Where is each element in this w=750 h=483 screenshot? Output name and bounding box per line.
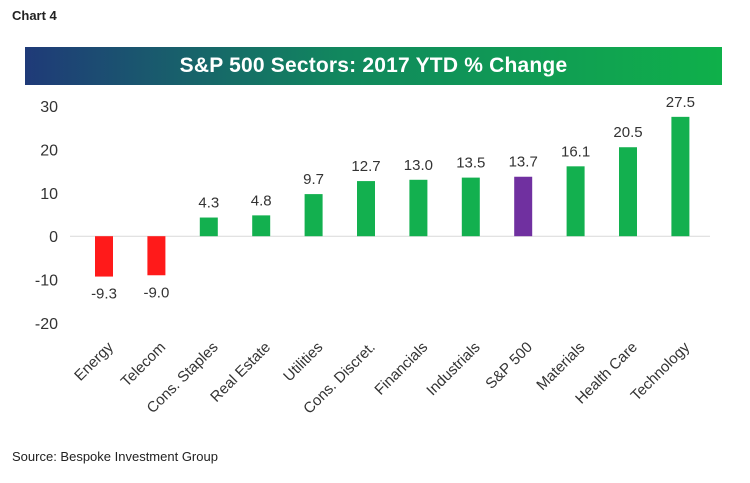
y-tick-label: 10 <box>40 186 58 203</box>
chart-label: Chart 4 <box>12 8 57 23</box>
bar-real-estate <box>252 215 271 237</box>
x-tick-label: Materials <box>533 339 588 394</box>
y-tick-label: 20 <box>40 142 58 159</box>
data-label: -9.3 <box>91 286 117 303</box>
x-tick-label: Utilities <box>280 339 326 385</box>
data-label: -9.0 <box>143 284 169 301</box>
chart-title: S&P 500 Sectors: 2017 YTD % Change <box>179 54 568 77</box>
data-label: 27.5 <box>666 94 695 111</box>
bar-cons-discret <box>357 181 375 237</box>
x-tick-label: Telecom <box>118 339 170 391</box>
data-label: 4.3 <box>198 195 219 212</box>
bar-materials <box>566 166 585 237</box>
y-tick-label: -10 <box>35 273 58 290</box>
data-label: 4.8 <box>251 192 272 209</box>
data-labels: -9.3 -9.0 4.3 4.8 9.7 12.7 13.0 13.5 13.7 16.1 20.… <box>91 94 695 303</box>
bar-chart: 30 20 10 0 -10 -20 -9.3 -9.0 4.3 4.8 9.7 12.7 13.0 1… <box>35 94 710 417</box>
bar-utilities <box>304 194 323 237</box>
bars <box>95 116 690 277</box>
bar-telecom <box>147 236 166 276</box>
source-note: Source: Bespoke Investment Group <box>12 449 218 464</box>
data-label: 13.5 <box>456 155 485 172</box>
data-label: 16.1 <box>561 143 590 160</box>
y-tick-label: 0 <box>49 229 58 246</box>
bar-energy <box>95 236 113 277</box>
bar-technology <box>671 116 690 237</box>
x-tick-label: Financials <box>371 339 431 399</box>
data-label: 13.7 <box>509 154 538 171</box>
y-tick-label: -20 <box>35 316 58 333</box>
bar-financials <box>409 179 428 237</box>
data-label: 13.0 <box>404 157 433 174</box>
bar-industrials <box>461 177 480 237</box>
bar-s-p-500 <box>514 176 533 237</box>
bar-health-care <box>619 147 637 237</box>
bar-cons-staples <box>199 217 218 237</box>
x-tick-label: Energy <box>71 338 117 384</box>
y-axis: 30 20 10 0 -10 -20 <box>35 99 58 333</box>
data-label: 9.7 <box>303 171 324 188</box>
data-label: 12.7 <box>351 158 380 175</box>
x-tick-label: S&P 500 <box>482 339 536 393</box>
data-label: 20.5 <box>613 124 642 141</box>
y-tick-label: 30 <box>40 99 58 116</box>
chart-title-banner: S&P 500 Sectors: 2017 YTD % Change <box>25 47 722 85</box>
x-tick-label: Industrials <box>423 339 483 399</box>
